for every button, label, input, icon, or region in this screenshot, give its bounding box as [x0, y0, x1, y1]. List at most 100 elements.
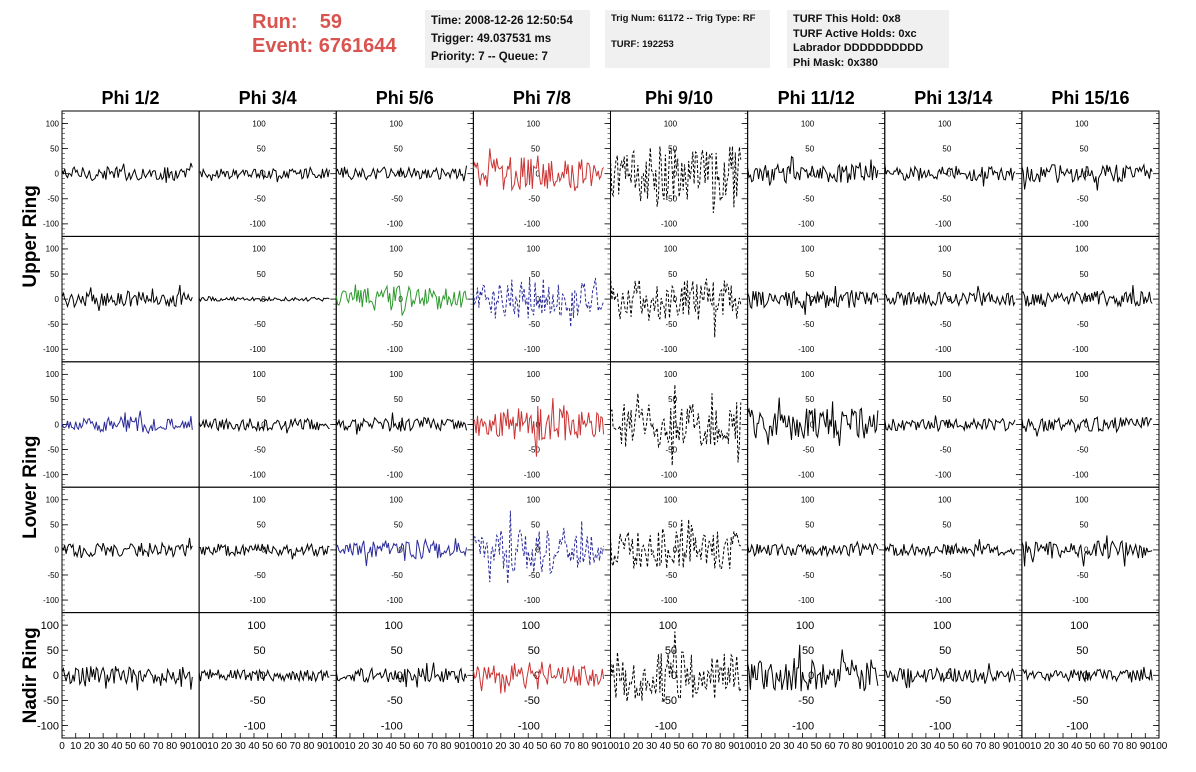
x-tick-label: 30 — [509, 741, 521, 752]
y-tick-label: 50 — [394, 270, 403, 279]
y-tick-label: 50 — [50, 270, 59, 279]
waveform-trace — [199, 165, 330, 183]
y-tick-label: -100 — [524, 345, 541, 354]
y-tick-label: -100 — [43, 470, 60, 479]
y-tick-label: 0 — [261, 546, 266, 555]
panel-frame — [884, 612, 1023, 739]
y-tick-label: 50 — [942, 144, 951, 153]
column-header: Phi 11/12 — [778, 88, 855, 108]
y-tick-label: -100 — [935, 596, 952, 605]
waveform-trace — [198, 417, 330, 434]
x-tick-label: 100 — [602, 741, 619, 752]
x-tick-label: 50 — [536, 741, 548, 752]
waveform-trace — [747, 397, 879, 446]
x-tick-label: 60 — [139, 741, 151, 752]
panel-frame — [61, 110, 200, 237]
y-tick-label: -100 — [661, 220, 678, 229]
waveform-trace — [61, 284, 193, 311]
y-tick-label: 0 — [673, 170, 678, 179]
turf-this-hold-text: TURF This Hold: 0x8 — [793, 13, 901, 25]
y-tick-label: 0 — [261, 420, 266, 429]
column-header: Phi 13/14 — [914, 88, 992, 108]
y-tick-label: 0 — [1084, 420, 1089, 429]
waveform-trace — [1021, 416, 1153, 437]
panel-frame — [610, 612, 749, 739]
y-tick-label: 100 — [801, 496, 815, 505]
y-tick-label: 100 — [1075, 370, 1089, 379]
y-tick-label: -100 — [518, 720, 540, 732]
x-tick-label: 90 — [1003, 741, 1015, 752]
y-tick-label: 100 — [247, 620, 265, 632]
panel-frame — [1021, 361, 1160, 488]
y-tick-label: 50 — [1080, 395, 1089, 404]
time-text: Time: 2008-12-26 12:50:54 — [431, 15, 573, 27]
x-tick-label: 0 — [59, 741, 65, 752]
y-tick-label: 50 — [47, 645, 59, 657]
y-tick-label: -100 — [935, 470, 952, 479]
x-tick-label: 40 — [386, 741, 398, 752]
y-tick-label: 50 — [50, 144, 59, 153]
column-header: Phi 15/16 — [1051, 88, 1129, 108]
y-tick-label: -100 — [387, 220, 404, 229]
x-tick-label: 90 — [1140, 741, 1152, 752]
x-tick-label: 100 — [876, 741, 893, 752]
y-tick-label: 100 — [796, 620, 814, 632]
y-tick-label: 100 — [801, 370, 815, 379]
waveform-trace — [610, 146, 742, 214]
y-tick-label: 50 — [531, 144, 540, 153]
y-tick-label: 100 — [46, 496, 60, 505]
y-tick-label: 100 — [527, 496, 541, 505]
waveform-trace — [472, 510, 605, 584]
x-tick-label: 70 — [564, 741, 576, 752]
y-tick-label: -100 — [387, 596, 404, 605]
y-tick-label: -50 — [803, 320, 815, 329]
y-tick-label: -50 — [1077, 571, 1089, 580]
x-tick-label: 90 — [728, 741, 740, 752]
y-tick-label: 100 — [527, 370, 541, 379]
waveform-trace — [1021, 666, 1153, 683]
y-tick-label: -100 — [43, 345, 60, 354]
run-value: 59 — [319, 11, 343, 33]
row-label: Nadir Ring — [20, 627, 41, 723]
x-tick-label: 30 — [372, 741, 384, 752]
y-tick-label: 0 — [535, 420, 540, 429]
y-tick-label: 100 — [664, 496, 678, 505]
x-tick-label: 50 — [262, 741, 274, 752]
y-tick-label: -100 — [43, 596, 60, 605]
y-tick-label: 50 — [1080, 270, 1089, 279]
y-tick-label: -100 — [935, 345, 952, 354]
waveform-trace — [472, 397, 605, 457]
y-tick-label: -100 — [250, 220, 267, 229]
waveform-trace — [610, 631, 742, 703]
panel-frame — [335, 486, 474, 614]
x-tick-label: 10 — [70, 741, 82, 752]
x-tick-label: 30 — [235, 741, 247, 752]
x-tick-label: 10 — [482, 741, 494, 752]
x-tick-label: 10 — [756, 741, 768, 752]
y-tick-label: -50 — [803, 571, 815, 580]
y-tick-label: -100 — [250, 596, 267, 605]
y-tick-label: 0 — [810, 295, 815, 304]
turf-active-holds-text: TURF Active Holds: 0xc — [793, 27, 917, 40]
y-tick-label: 50 — [394, 521, 403, 530]
y-tick-label: 100 — [252, 119, 266, 128]
y-tick-label: -50 — [254, 571, 266, 580]
y-tick-label: 100 — [384, 620, 402, 632]
panel-frame — [61, 612, 200, 739]
y-tick-label: 100 — [1075, 119, 1089, 128]
y-tick-label: 0 — [535, 295, 540, 304]
x-tick-label: 60 — [550, 741, 562, 752]
y-tick-label: 0 — [398, 420, 403, 429]
x-tick-label: 40 — [934, 741, 946, 752]
waveform-trace — [884, 539, 1016, 558]
y-tick-label: -100 — [798, 596, 815, 605]
